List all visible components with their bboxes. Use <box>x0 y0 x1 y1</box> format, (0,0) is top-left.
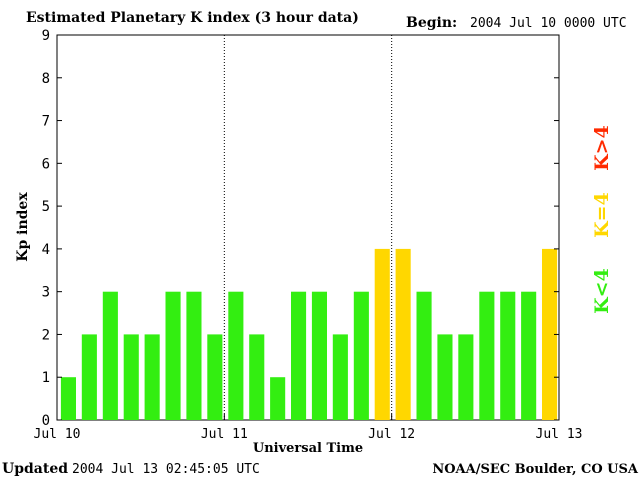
y-axis-label: Kp index <box>15 192 31 262</box>
bar <box>416 291 432 420</box>
bar <box>521 291 537 420</box>
x-axis-label: Universal Time <box>253 441 363 456</box>
bar <box>81 334 97 420</box>
bar <box>500 291 516 420</box>
bar-series <box>60 248 558 420</box>
y-tick-label: 7 <box>42 114 50 130</box>
updated-label: Updated <box>2 461 68 477</box>
legend-high: K>4 <box>591 125 613 171</box>
bar <box>311 291 327 420</box>
bar <box>374 248 390 420</box>
bar <box>437 334 453 420</box>
x-tick-label: Jul 10 <box>34 427 81 442</box>
y-tick-label: 2 <box>42 327 50 343</box>
bar <box>165 291 181 420</box>
y-tick-label: 5 <box>42 199 50 215</box>
bar <box>270 377 286 420</box>
y-axis-ticks: 0 1 2 3 4 5 6 7 8 9 <box>42 28 559 429</box>
bar <box>102 291 118 420</box>
legend-low: K<4 <box>591 268 613 314</box>
bar <box>186 291 202 420</box>
bar <box>249 334 265 420</box>
y-tick-label: 0 <box>42 413 50 429</box>
y-tick-label: 3 <box>42 285 50 301</box>
bar <box>479 291 495 420</box>
x-tick-label: Jul 12 <box>368 427 415 442</box>
bar <box>458 334 474 420</box>
bar <box>332 334 348 420</box>
bar <box>542 248 558 420</box>
legend-equal: K=4 <box>591 192 613 238</box>
bar <box>395 248 411 420</box>
begin-label: Begin: <box>406 15 457 31</box>
plot-frame <box>56 34 560 421</box>
bar <box>207 334 223 420</box>
x-tick-label: Jul 13 <box>536 427 583 442</box>
y-tick-label: 1 <box>42 370 50 386</box>
bar <box>60 377 76 420</box>
bar <box>123 334 139 420</box>
updated-value: 2004 Jul 13 02:45:05 UTC <box>72 462 260 477</box>
x-tick-label: Jul 11 <box>201 427 248 442</box>
y-tick-label: 4 <box>42 242 50 258</box>
source-credit: NOAA/SEC Boulder, CO USA <box>432 462 639 477</box>
x-axis-ticks: Jul 10 Jul 11 Jul 12 Jul 13 <box>34 414 583 442</box>
bar <box>353 291 369 420</box>
y-tick-label: 6 <box>42 156 50 172</box>
bar <box>291 291 307 420</box>
bar <box>228 291 244 420</box>
y-tick-label: 9 <box>42 28 50 44</box>
begin-value: 2004 Jul 10 0000 UTC <box>470 16 627 31</box>
day-separators <box>223 35 393 420</box>
chart-title: Estimated Planetary K index (3 hour data… <box>26 10 359 26</box>
y-tick-label: 8 <box>42 71 50 87</box>
bar <box>144 334 160 420</box>
